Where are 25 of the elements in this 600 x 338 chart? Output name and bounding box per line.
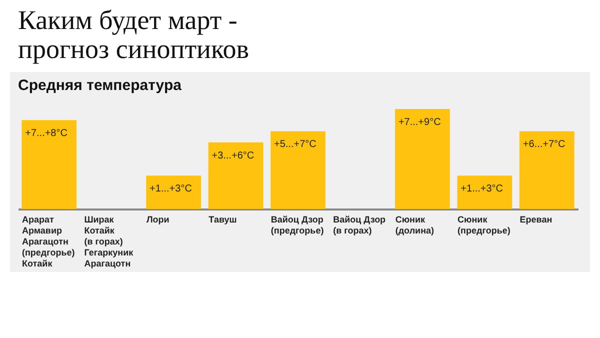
x-tick-label: Ереван: [520, 214, 552, 224]
data-label: +7...+9°C: [398, 117, 441, 128]
data-label: +7...+8°C: [25, 128, 68, 140]
x-tick-label: Арарат Армавир Арагацотн (предгорье) Котайк: [22, 214, 75, 268]
bar: [270, 131, 326, 209]
bar: [395, 109, 450, 209]
bar: [208, 142, 264, 209]
bar: [22, 120, 77, 209]
bar: [457, 176, 512, 209]
x-tick-label: Ширак Котайк (в горах) Гегаркуник Арагацотн: [84, 214, 134, 268]
x-tick-label: Вайоц Дзор (предгорье): [270, 214, 324, 236]
x-tick-label: Тавуш: [208, 214, 237, 224]
chart-subtitle: Средняя температура: [18, 77, 182, 94]
data-label: +6...+7°C: [522, 139, 566, 150]
data-label: +5...+7°C: [274, 139, 316, 150]
x-tick-label: Лори: [146, 214, 170, 224]
x-tick-label: Сюник (долина): [395, 214, 434, 236]
bar: [519, 131, 574, 209]
x-tick-label: Сюник (предгорье): [458, 214, 510, 236]
bar: [146, 176, 201, 209]
x-tick-label: Вайоц Дзор (в горах): [333, 214, 386, 236]
data-label: +1...+3°C: [150, 184, 192, 195]
data-label: +1...+3°C: [460, 184, 504, 195]
data-label: +3...+6°C: [212, 150, 254, 162]
chart-title: Каким будет март - прогноз синоптиков: [18, 5, 250, 64]
